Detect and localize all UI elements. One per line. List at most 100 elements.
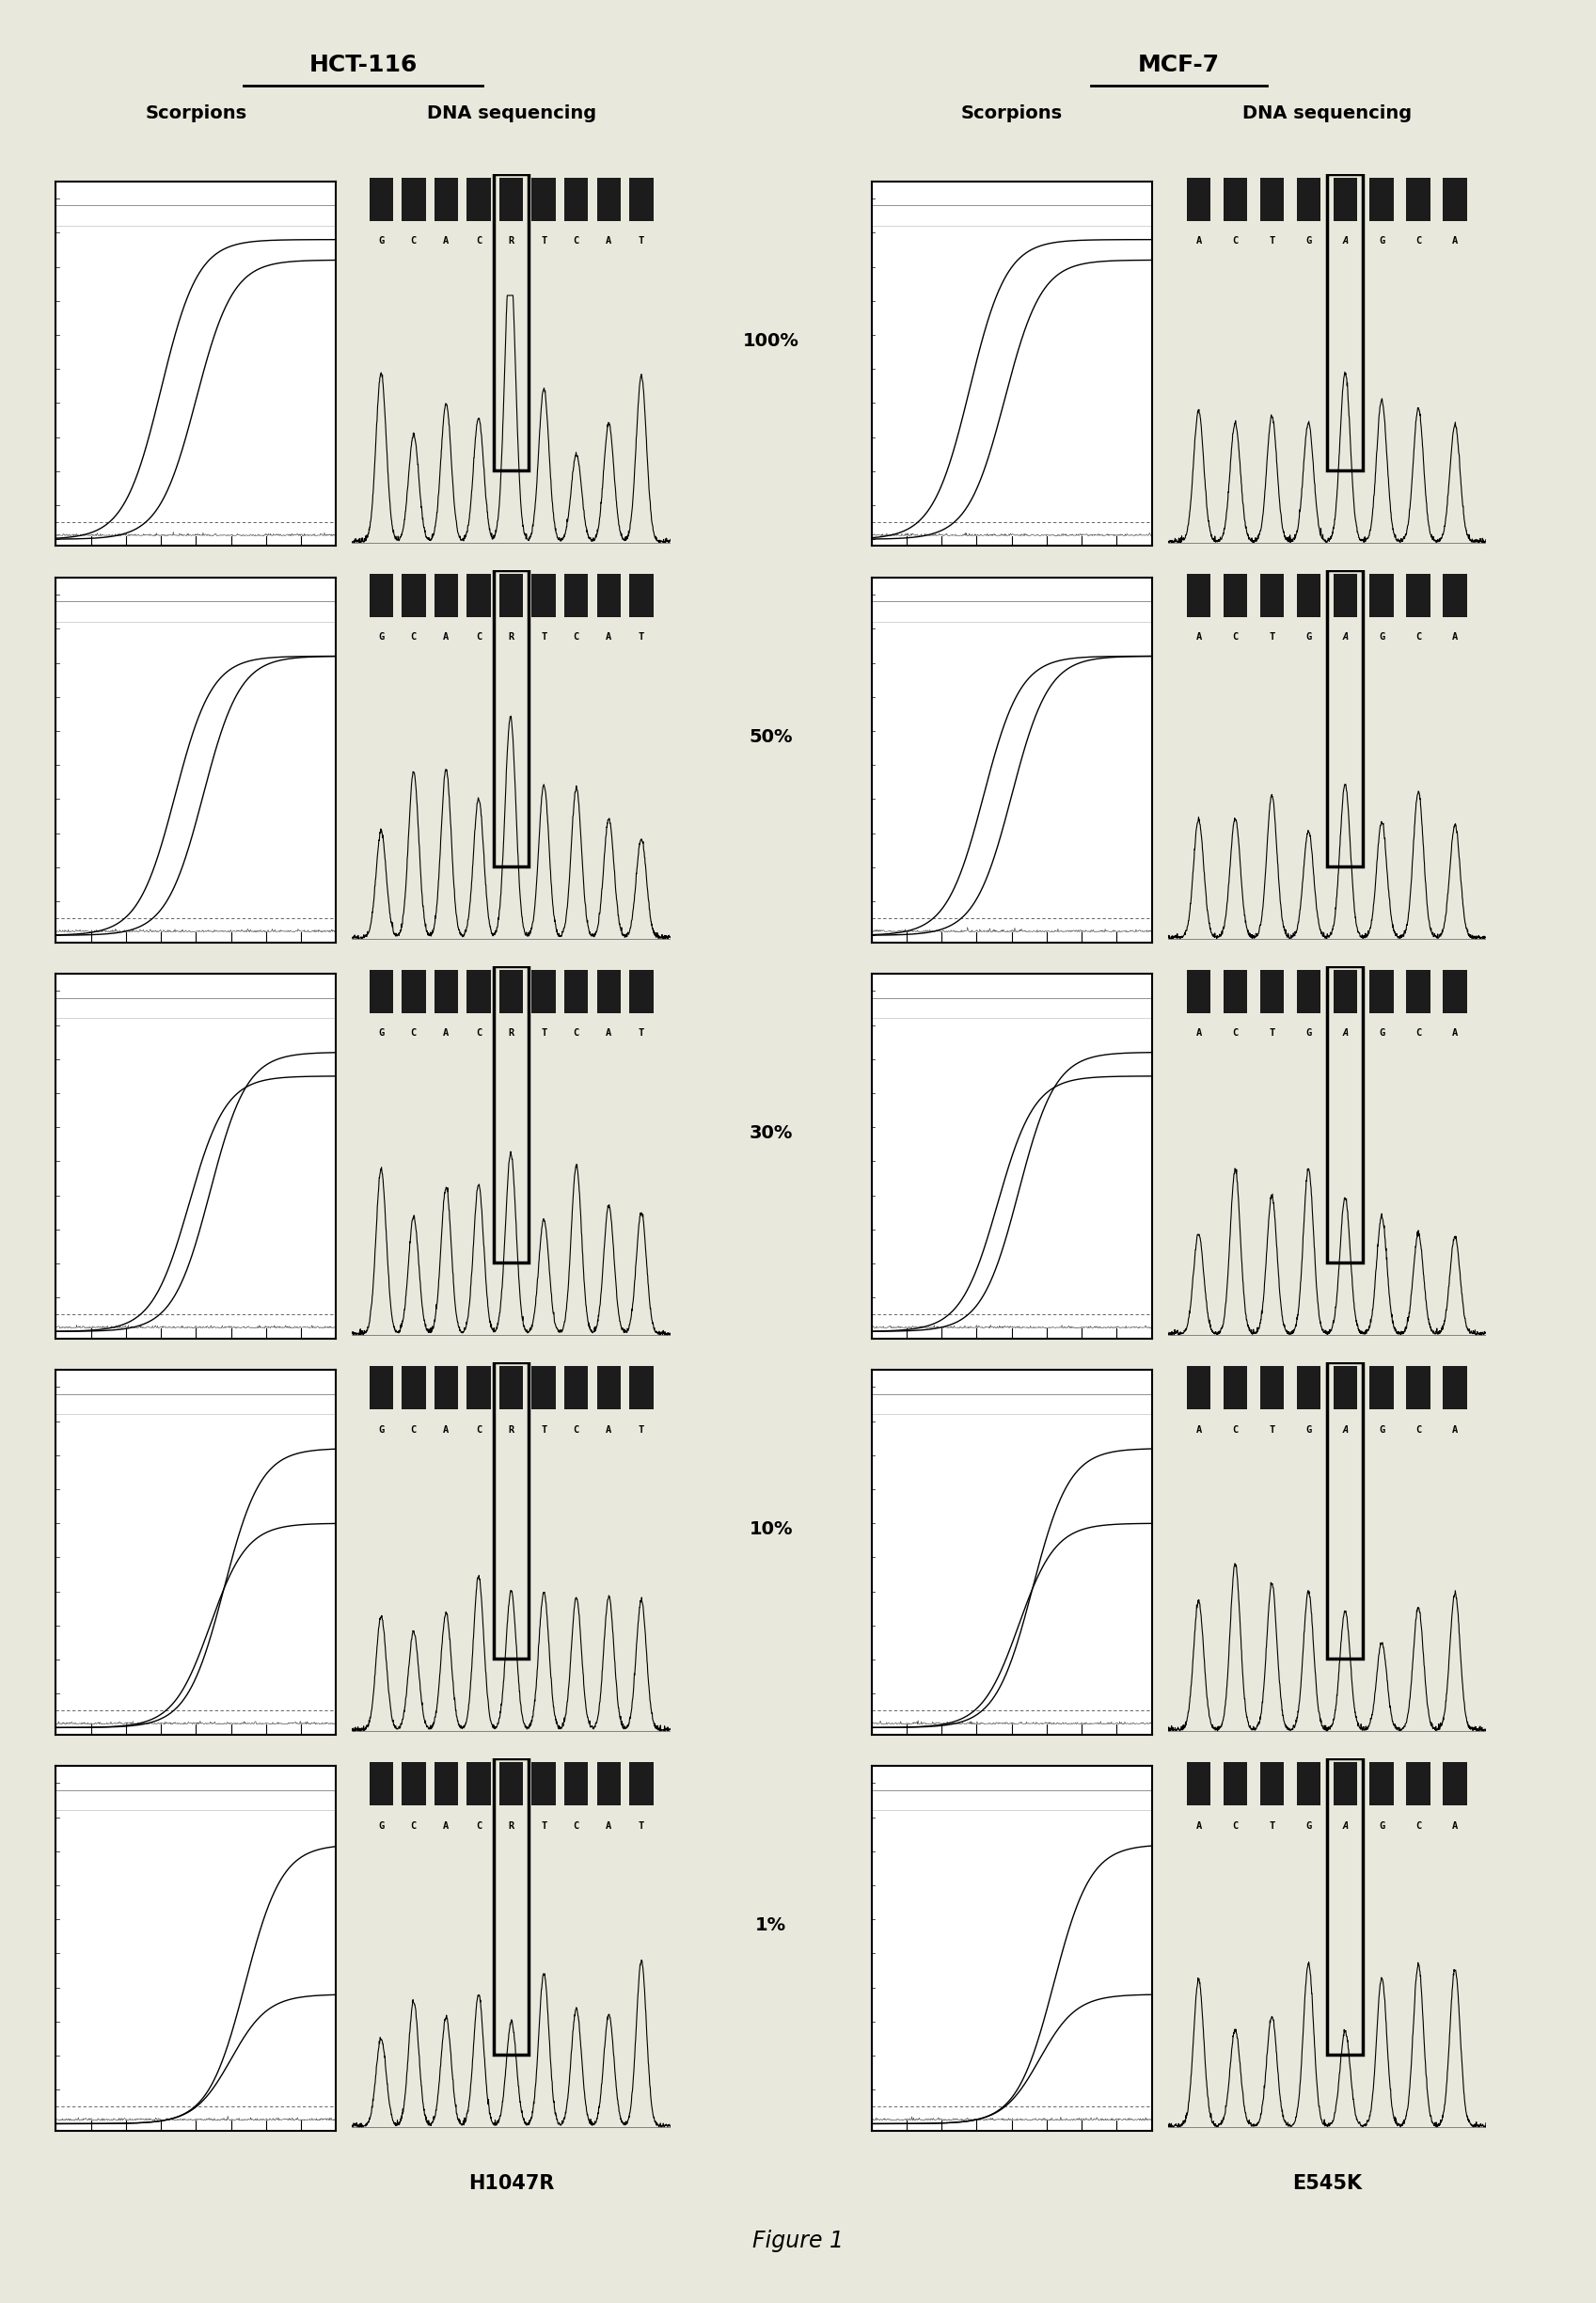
Text: C: C (1232, 237, 1238, 246)
Text: C: C (410, 1426, 417, 1435)
Text: G: G (1306, 1426, 1312, 1435)
Bar (1369, 177, 1393, 221)
Bar (565, 970, 589, 1013)
Text: C: C (410, 237, 417, 246)
Text: C: C (476, 633, 482, 643)
Text: 50%: 50% (749, 728, 793, 746)
Text: C: C (1416, 1029, 1420, 1039)
Bar (1187, 1366, 1211, 1409)
Bar (1443, 1762, 1467, 1806)
Bar (1333, 1366, 1357, 1409)
Bar (1259, 970, 1283, 1013)
Bar (629, 1762, 653, 1806)
Bar (500, 177, 523, 221)
Text: G: G (1306, 633, 1312, 643)
Bar (500, 1366, 523, 1409)
Text: Scorpions: Scorpions (961, 104, 1063, 122)
Text: C: C (1232, 633, 1238, 643)
Text: G: G (1306, 237, 1312, 246)
Text: T: T (1269, 633, 1275, 643)
Text: A: A (1342, 633, 1349, 643)
Bar (531, 1366, 555, 1409)
Text: G: G (378, 633, 385, 643)
Bar (1369, 1366, 1393, 1409)
Text: Scorpions: Scorpions (145, 104, 247, 122)
Bar (597, 177, 621, 221)
Text: C: C (1416, 237, 1420, 246)
Text: A: A (1195, 1426, 1202, 1435)
Bar (1369, 573, 1393, 617)
Text: A: A (1342, 1426, 1349, 1435)
Text: G: G (1379, 1426, 1385, 1435)
Bar (597, 970, 621, 1013)
Bar (493, 1361, 528, 1658)
Bar (493, 965, 528, 1262)
Bar (434, 970, 458, 1013)
Bar (1296, 1762, 1320, 1806)
Bar (500, 1762, 523, 1806)
Text: T: T (1269, 1426, 1275, 1435)
Bar (1406, 177, 1430, 221)
Text: 30%: 30% (749, 1124, 793, 1142)
Text: G: G (378, 1029, 385, 1039)
Bar (1328, 173, 1363, 470)
Text: A: A (444, 633, 448, 643)
Text: R: R (508, 1426, 514, 1435)
Bar (434, 177, 458, 221)
Bar (1296, 573, 1320, 617)
Bar (466, 1762, 490, 1806)
Bar (1443, 970, 1467, 1013)
Bar (369, 970, 393, 1013)
Text: A: A (606, 1822, 611, 1831)
Text: C: C (1232, 1029, 1238, 1039)
Bar (402, 1366, 426, 1409)
Bar (1259, 573, 1283, 617)
Text: G: G (378, 1822, 385, 1831)
Text: A: A (606, 633, 611, 643)
Text: A: A (1452, 1029, 1457, 1039)
Text: T: T (638, 1426, 645, 1435)
Text: C: C (573, 237, 579, 246)
Text: G: G (1379, 633, 1385, 643)
Bar (629, 177, 653, 221)
Bar (434, 1762, 458, 1806)
Bar (597, 1762, 621, 1806)
Bar (1224, 1762, 1246, 1806)
Text: T: T (638, 633, 645, 643)
Text: T: T (638, 237, 645, 246)
Text: 100%: 100% (742, 332, 800, 350)
Bar (466, 1366, 490, 1409)
Bar (1443, 177, 1467, 221)
Text: C: C (573, 1029, 579, 1039)
Bar (1224, 970, 1246, 1013)
Bar (369, 1762, 393, 1806)
Text: A: A (606, 237, 611, 246)
Bar (1406, 573, 1430, 617)
Bar (402, 1762, 426, 1806)
Bar (629, 573, 653, 617)
Text: C: C (573, 633, 579, 643)
Text: C: C (573, 1822, 579, 1831)
Text: A: A (1452, 237, 1457, 246)
Bar (1187, 573, 1211, 617)
Bar (597, 1366, 621, 1409)
Bar (597, 573, 621, 617)
Text: C: C (410, 1029, 417, 1039)
Text: G: G (1379, 1822, 1385, 1831)
Bar (531, 573, 555, 617)
Text: A: A (1195, 1029, 1202, 1039)
Text: T: T (541, 1822, 547, 1831)
Bar (629, 970, 653, 1013)
Text: C: C (476, 1822, 482, 1831)
Bar (466, 970, 490, 1013)
Text: A: A (1195, 1822, 1202, 1831)
Bar (500, 573, 523, 617)
Bar (1259, 1366, 1283, 1409)
Bar (1328, 965, 1363, 1262)
Text: G: G (378, 1426, 385, 1435)
Text: C: C (476, 1029, 482, 1039)
Text: G: G (378, 237, 385, 246)
Bar (531, 177, 555, 221)
Text: A: A (1342, 1029, 1349, 1039)
Bar (629, 1366, 653, 1409)
